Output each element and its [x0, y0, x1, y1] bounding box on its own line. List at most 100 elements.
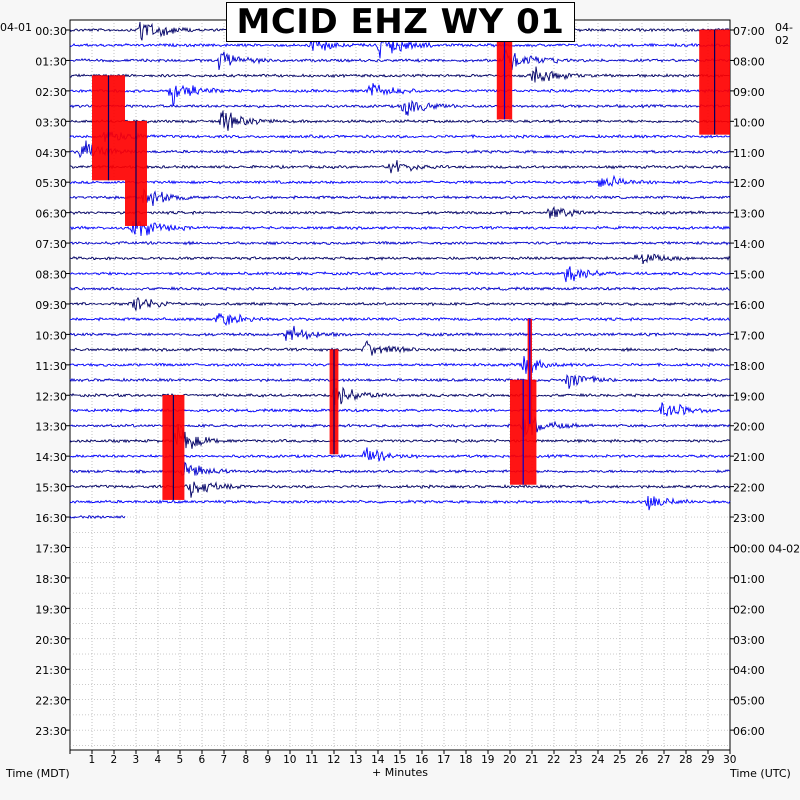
right-time-label: 05:00	[733, 695, 765, 708]
x-tick-label: 2	[110, 754, 117, 766]
x-tick-label: 10	[283, 754, 296, 766]
right-time-label: 13:00	[733, 208, 765, 221]
right-time-label: 16:00	[733, 299, 765, 312]
left-time-label: 01:30	[35, 55, 67, 68]
left-time-label: 22:30	[35, 695, 67, 708]
x-tick-label: 13	[349, 754, 362, 766]
right-time-label: 19:00	[733, 390, 765, 403]
x-tick-label: 8	[242, 754, 249, 766]
x-tick-label: 17	[437, 754, 450, 766]
left-time-label: 20:30	[35, 634, 67, 647]
right-time-label: 18:00	[733, 360, 765, 373]
x-tick-label: 25	[613, 754, 626, 766]
seismic-traces	[69, 14, 731, 520]
left-time-label: 23:30	[35, 725, 67, 738]
right-time-label: 14:00	[733, 238, 765, 251]
x-tick-label: 11	[305, 754, 318, 766]
x-tick-label: 1	[88, 754, 95, 766]
plot-area	[69, 19, 731, 751]
right-time-label: 04:00	[733, 664, 765, 677]
x-tick-label: 30	[723, 754, 736, 766]
chart-title: MCID EHZ WY 01	[226, 2, 575, 42]
left-time-label: 04:30	[35, 147, 67, 160]
x-axis-label: + Minutes	[372, 766, 429, 779]
trace-line	[69, 325, 731, 341]
trace-line	[69, 160, 731, 174]
x-tick-label: 5	[176, 754, 183, 766]
trace-line	[70, 219, 731, 237]
right-time-label: 20:00	[733, 421, 765, 434]
left-time-label: 06:30	[35, 208, 67, 221]
x-tick-label: 29	[701, 754, 714, 766]
x-tick-label: 26	[635, 754, 649, 766]
trace-line	[69, 48, 731, 71]
left-time-label: 13:30	[35, 421, 67, 434]
trace-line	[69, 33, 731, 59]
x-tick-label: 7	[220, 754, 227, 766]
right-time-label: 12:00	[733, 177, 765, 190]
trace-line	[69, 253, 731, 265]
right-time-label: 21:00	[733, 451, 765, 464]
left-time-label: 00:30	[35, 25, 67, 38]
x-tick-label: 4	[154, 754, 161, 766]
right-date-label: 04-02	[775, 21, 793, 47]
right-axis-label: Time (UTC)	[730, 767, 791, 780]
right-time-label: 03:00	[733, 634, 765, 647]
right-time-label: 09:00	[733, 86, 765, 99]
trace-line	[69, 495, 731, 511]
left-axis-label: Time (MDT)	[6, 767, 70, 780]
left-time-label: 14:30	[35, 451, 67, 464]
left-time-label: 07:30	[35, 238, 67, 251]
trace-line	[69, 266, 731, 283]
left-time-label: 19:30	[35, 603, 67, 616]
x-tick-label: 18	[459, 754, 472, 766]
trace-line	[69, 355, 731, 374]
x-tick-label: 19	[481, 754, 494, 766]
x-tick-label: 15	[393, 754, 406, 766]
trace-line	[69, 140, 731, 159]
x-tick-label: 23	[569, 754, 582, 766]
left-time-label: 05:30	[35, 177, 67, 190]
left-time-label: 11:30	[35, 360, 67, 373]
left-date-label: 04-01	[0, 21, 32, 34]
trace-line	[69, 373, 731, 389]
time-labels: 00:30 01:30 02:30 03:30 04:30 05:30 06:30 07:30…	[35, 25, 800, 738]
left-time-label: 15:30	[35, 482, 67, 495]
right-time-label: 02:00	[733, 603, 765, 616]
trace-line	[69, 206, 731, 219]
x-tick-label: 3	[132, 754, 139, 766]
trace-line	[69, 174, 731, 188]
right-time-label: 22:00	[733, 482, 765, 495]
trace-line	[69, 515, 126, 520]
right-time-label: 00:00 04-02	[733, 542, 800, 555]
left-time-label: 18:30	[35, 573, 67, 586]
x-tick-label: 14	[371, 754, 385, 766]
x-tick-label: 6	[198, 754, 205, 766]
x-tick-label: 21	[525, 754, 538, 766]
x-tick-label: 12	[327, 754, 340, 766]
trace-line	[69, 66, 731, 83]
left-time-label: 02:30	[35, 86, 67, 99]
left-time-label: 10:30	[35, 329, 67, 342]
x-tick-label: 27	[657, 754, 670, 766]
left-time-label: 21:30	[35, 664, 67, 677]
right-time-label: 10:00	[733, 116, 765, 129]
x-axis-ticks: 1 2 3 4 5 6 7 8 9 10 11 12 13 14 15 16 17 18 19 20 21 22 23 24 2…	[69, 750, 736, 766]
left-time-label: 17:30	[35, 542, 67, 555]
x-tick-label: 20	[503, 754, 516, 766]
trace-line	[69, 83, 731, 106]
x-tick-label: 24	[591, 754, 605, 766]
left-time-label: 09:30	[35, 299, 67, 312]
left-time-label: 16:30	[35, 512, 67, 525]
right-time-label: 23:00	[733, 512, 765, 525]
right-time-label: 07:00	[733, 25, 765, 38]
trace-line	[70, 286, 731, 292]
trace-line	[69, 340, 731, 356]
right-time-label: 17:00	[733, 329, 765, 342]
right-time-label: 06:00	[733, 725, 765, 738]
x-tick-label: 16	[415, 754, 429, 766]
trace-line	[69, 187, 731, 206]
right-time-label: 01:00	[733, 573, 765, 586]
x-tick-label: 9	[264, 754, 271, 766]
